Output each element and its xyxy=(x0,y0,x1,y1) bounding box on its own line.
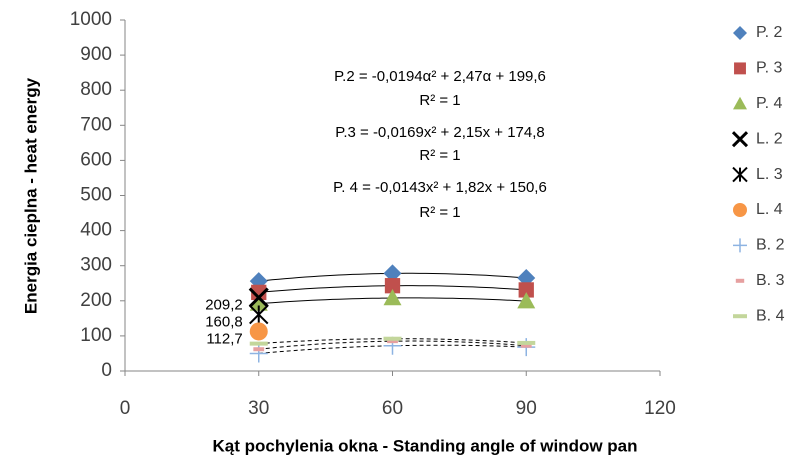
legend-marker xyxy=(733,314,747,319)
marker xyxy=(520,343,532,348)
y-tick-label: 100 xyxy=(80,325,112,346)
legend-marker xyxy=(733,26,747,40)
marker xyxy=(249,344,268,363)
x-axis-title: Kąt pochylenia okna - Standing angle of … xyxy=(212,436,637,455)
y-tick-label: 200 xyxy=(80,290,112,311)
y-tick-label: 600 xyxy=(80,149,112,170)
y-tick-label: 1000 xyxy=(70,9,112,30)
legend-label: P. 3 xyxy=(756,60,783,77)
marker xyxy=(518,282,534,298)
marker xyxy=(387,339,398,344)
x-tick-label: 30 xyxy=(248,398,269,419)
legend-marker xyxy=(733,96,747,110)
y-tick-label: 800 xyxy=(80,79,112,100)
x-tick-label: 60 xyxy=(382,398,403,419)
legend-marker xyxy=(735,278,745,283)
x-tick-label: 0 xyxy=(120,398,131,419)
y-tick-label: 300 xyxy=(80,255,112,276)
legend-label: L. 3 xyxy=(756,166,783,183)
marker xyxy=(249,304,269,325)
legend-marker xyxy=(733,203,747,217)
y-tick-label: 700 xyxy=(80,114,112,135)
marker xyxy=(249,294,268,311)
annotation: R² = 1 xyxy=(419,204,460,221)
x-tick-label: 90 xyxy=(516,398,537,419)
marker xyxy=(383,264,402,283)
marker xyxy=(248,287,269,308)
legend-marker xyxy=(734,62,746,75)
annotation: P. 4 = -0,0143x² + 1,82x + 150,6 xyxy=(333,179,547,196)
marker xyxy=(249,341,268,346)
legend-label: P. 2 xyxy=(756,24,783,41)
legend-label: B. 2 xyxy=(756,237,785,254)
annotation: P.2 = -0,0194α² + 2,47α + 199,6 xyxy=(334,68,546,85)
legend-label: P. 4 xyxy=(756,95,783,112)
data-label: 112,7 xyxy=(206,330,242,347)
marker xyxy=(517,292,536,309)
marker xyxy=(383,336,402,341)
y-axis-title: Energia cieplna - heat energy xyxy=(21,77,40,314)
legend-marker xyxy=(732,166,748,183)
legend-marker xyxy=(731,131,749,148)
marker xyxy=(249,322,268,341)
x-tick-label: 120 xyxy=(644,398,676,419)
data-label: 209,2 xyxy=(205,297,243,314)
legend-label: L. 4 xyxy=(756,201,783,218)
y-tick-label: 400 xyxy=(80,220,112,241)
marker xyxy=(384,278,401,294)
legend-label: L. 2 xyxy=(756,130,783,147)
marker xyxy=(517,340,536,345)
annotation: P.3 = -0,0169x² + 2,15x + 174,8 xyxy=(335,124,544,141)
y-tick-label: 0 xyxy=(101,360,112,381)
legend-label: B. 4 xyxy=(756,307,785,324)
data-label: 160,8 xyxy=(205,314,243,331)
y-tick-label: 500 xyxy=(80,185,112,206)
annotation: R² = 1 xyxy=(419,147,460,164)
marker xyxy=(251,284,267,301)
annotation: R² = 1 xyxy=(419,92,460,109)
marker xyxy=(383,288,402,306)
legend-marker xyxy=(733,238,747,253)
y-tick-label: 900 xyxy=(80,44,112,65)
legend-label: B. 3 xyxy=(756,272,785,289)
marker xyxy=(253,347,265,352)
